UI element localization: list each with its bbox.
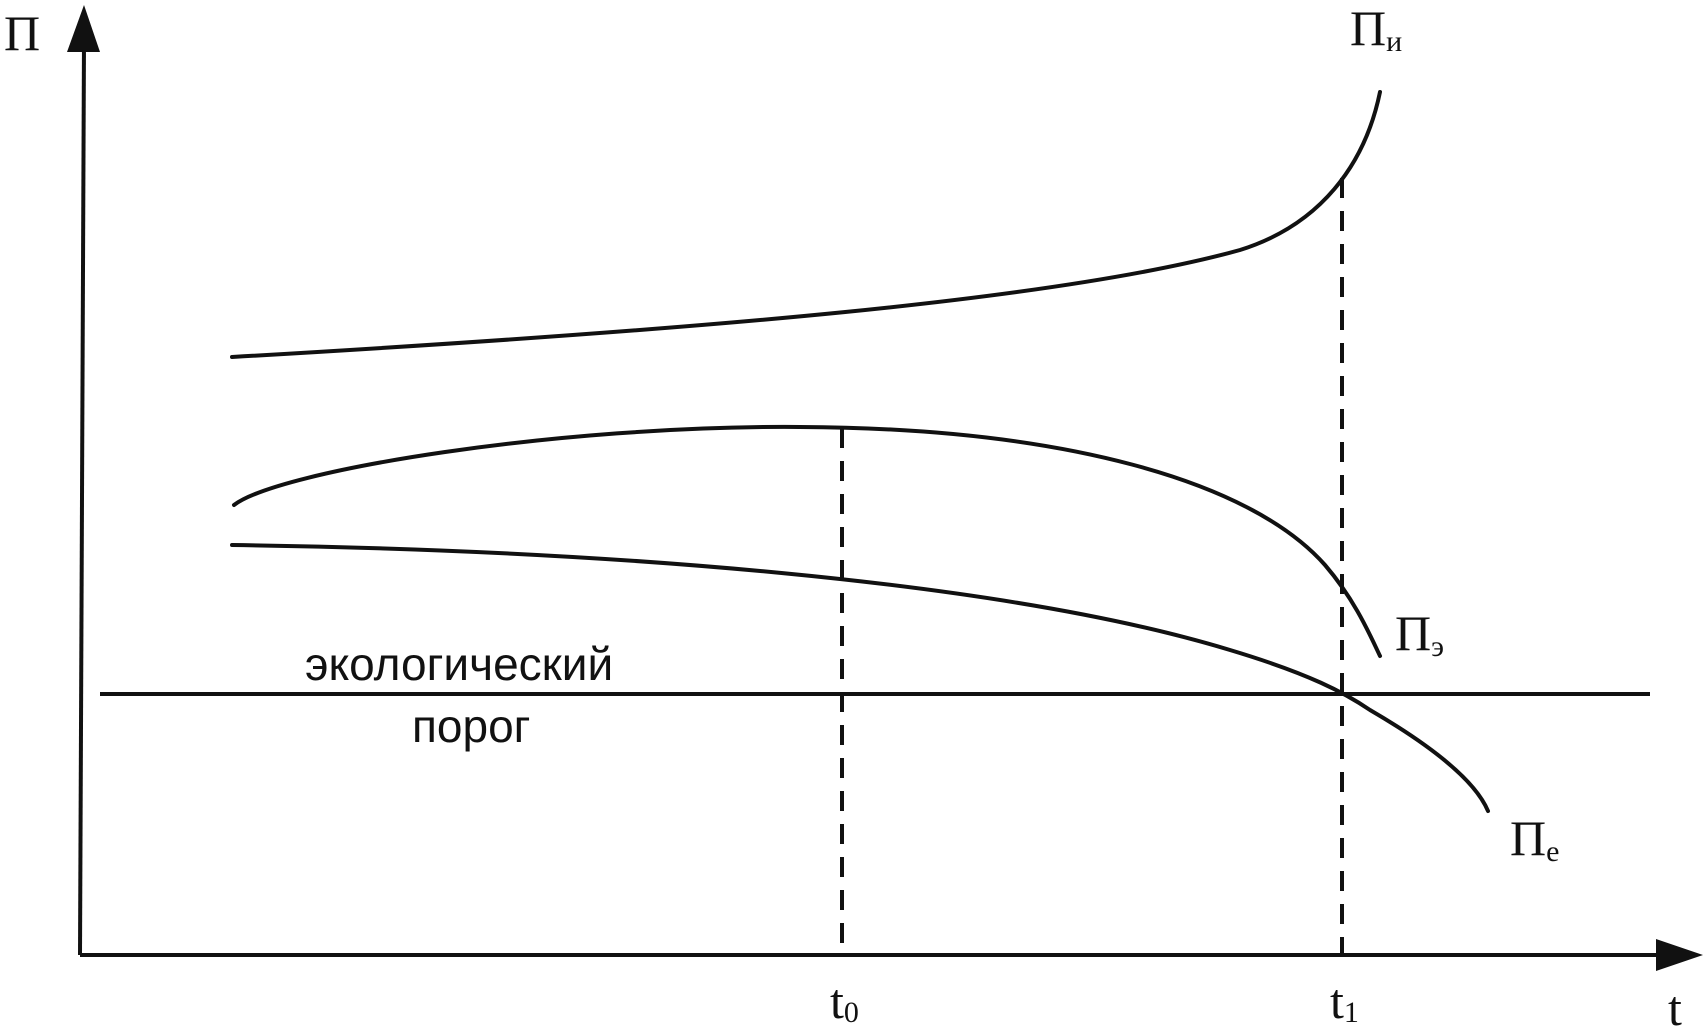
axes: П t: [4, 5, 1703, 1031]
t1-label: t1: [1330, 973, 1359, 1029]
curve-pe-label-sub: е: [1546, 835, 1559, 868]
t0-label-sub: 0: [844, 996, 859, 1029]
t0-label: t0: [830, 973, 859, 1029]
curve-pe: [230, 543, 1490, 813]
curve-pe-label-base: П: [1510, 810, 1546, 866]
t1-label-sub: 1: [1344, 996, 1359, 1029]
curve-pe-label: Пе: [1510, 810, 1559, 868]
curve-pe-eco-label-sub: э: [1431, 630, 1444, 663]
curve-pi-label-base: П: [1350, 0, 1386, 56]
y-axis-arrowhead: [67, 5, 100, 52]
curve-pi-label: Пи: [1350, 0, 1402, 58]
threshold-label-line1: экологический: [305, 638, 613, 690]
t1-label-base: t: [1330, 973, 1344, 1029]
curve-pi: [230, 90, 1382, 359]
y-axis: [78, 39, 86, 956]
t0-label-base: t: [830, 973, 844, 1029]
y-axis-label: П: [4, 5, 40, 61]
threshold-label-line2: порог: [412, 700, 530, 752]
curve-pe-eco: [232, 424, 1382, 658]
curve-pi-label-sub: и: [1386, 25, 1402, 58]
x-axis-label: t: [1668, 980, 1682, 1031]
curve-pe-eco-label: Пэ: [1395, 605, 1444, 663]
curve-pe-eco-label-base: П: [1395, 605, 1431, 661]
x-axis-arrowhead: [1656, 939, 1703, 971]
